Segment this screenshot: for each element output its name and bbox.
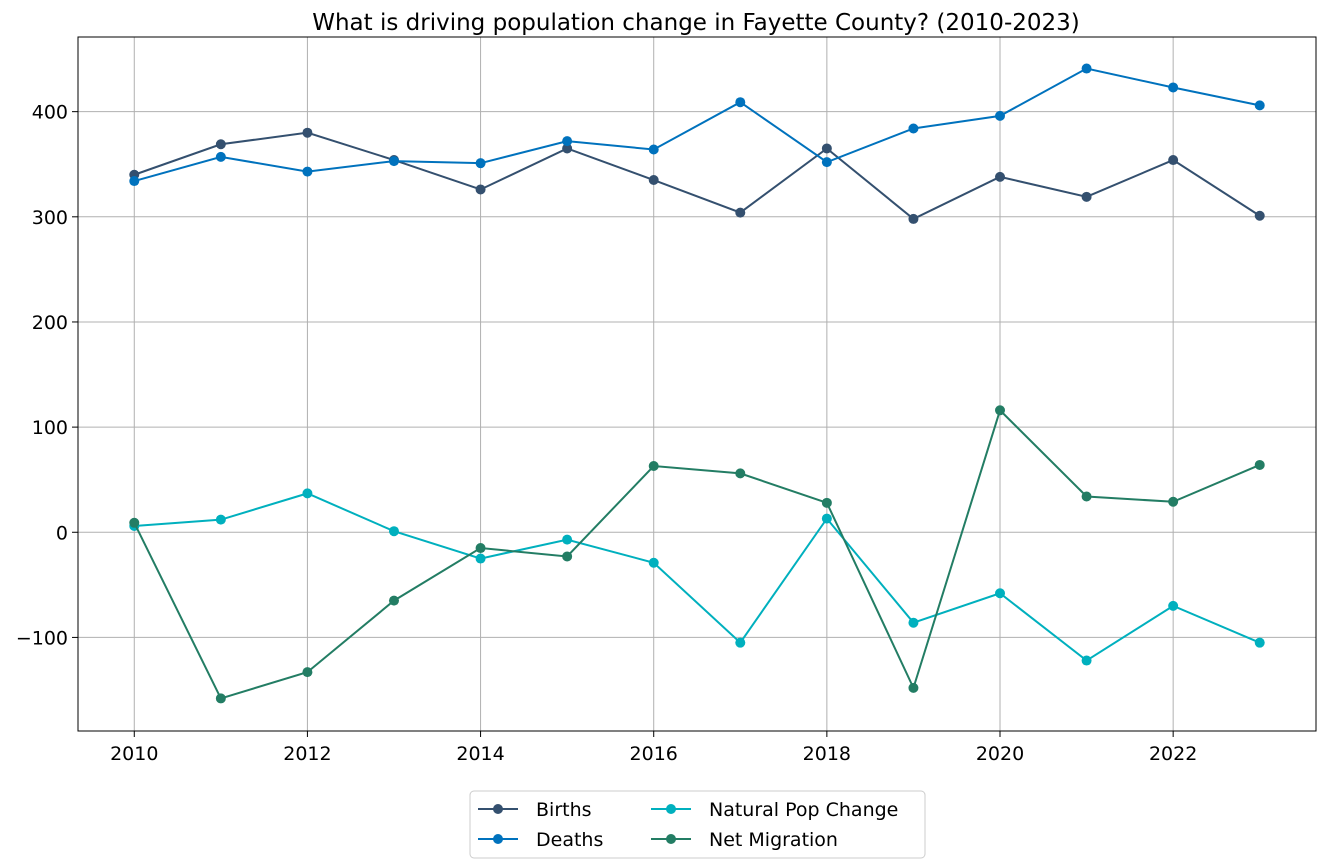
data-point-deaths xyxy=(215,151,226,162)
data-point-natural-pop-change xyxy=(735,637,746,648)
y-tick-label: 200 xyxy=(32,312,68,334)
series-line-births xyxy=(133,131,1261,221)
data-point-deaths xyxy=(475,158,486,169)
legend-box xyxy=(469,790,926,859)
x-tick-label: 2020 xyxy=(976,743,1024,765)
series-line-deaths xyxy=(134,67,1260,183)
data-point-deaths xyxy=(995,110,1006,121)
data-point-net-migration xyxy=(562,551,573,562)
data-point-deaths xyxy=(388,156,399,167)
data-point-deaths xyxy=(129,176,140,187)
legend-marker-deaths xyxy=(493,834,503,844)
data-point-births xyxy=(562,143,573,154)
data-point-net-migration xyxy=(821,497,832,508)
legend-entry-net-migration: Net Migration xyxy=(651,829,838,851)
data-point-natural-pop-change xyxy=(1168,600,1179,611)
data-point-deaths xyxy=(648,144,659,155)
series-natural-pop-change xyxy=(129,488,1265,666)
x-tick-label: 2018 xyxy=(803,743,851,765)
legend: Births Deaths Natural Pop Change Net Migrat… xyxy=(469,790,926,859)
data-point-net-migration xyxy=(1254,459,1265,470)
data-point-births xyxy=(908,213,919,224)
data-point-births xyxy=(648,175,659,186)
x-tick-label: 2014 xyxy=(456,743,504,765)
legend-label-net-migration: Net Migration xyxy=(709,829,838,851)
data-point-deaths xyxy=(1254,100,1265,111)
data-point-net-migration xyxy=(388,595,399,606)
data-point-deaths xyxy=(1081,63,1092,74)
data-point-net-migration xyxy=(475,543,486,554)
data-point-births xyxy=(302,127,313,138)
data-point-natural-pop-change xyxy=(1081,655,1092,666)
data-point-net-migration xyxy=(908,682,919,693)
legend-entry-deaths: Deaths xyxy=(478,829,603,851)
legend-marker-natural-pop-change xyxy=(666,804,676,814)
data-point-deaths xyxy=(821,157,832,168)
data-point-net-migration xyxy=(995,405,1006,416)
data-point-deaths xyxy=(735,97,746,108)
x-tick-label: 2010 xyxy=(110,743,158,765)
data-point-natural-pop-change xyxy=(995,588,1006,599)
data-point-births xyxy=(1081,191,1092,202)
plot-frame xyxy=(77,36,1317,732)
legend-label-deaths: Deaths xyxy=(536,829,603,851)
data-point-births xyxy=(995,171,1006,182)
data-point-net-migration xyxy=(735,468,746,479)
data-point-natural-pop-change xyxy=(562,534,573,545)
data-point-net-migration xyxy=(648,461,659,472)
data-point-natural-pop-change xyxy=(821,513,832,524)
grid-lines xyxy=(78,37,1316,731)
x-tick-label: 2016 xyxy=(630,743,678,765)
data-point-natural-pop-change xyxy=(648,557,659,568)
legend-label-natural-pop-change: Natural Pop Change xyxy=(709,799,898,821)
data-point-net-migration xyxy=(215,693,226,704)
y-tick-label: 400 xyxy=(32,102,68,124)
data-point-deaths xyxy=(1168,82,1179,93)
y-tick-label: 0 xyxy=(56,522,68,544)
series-layer xyxy=(129,63,1265,704)
y-tick-label: 100 xyxy=(32,417,68,439)
series-net-migration xyxy=(129,405,1265,704)
data-point-natural-pop-change xyxy=(302,488,313,499)
legend-marker-net-migration xyxy=(666,834,676,844)
x-tick-label: 2022 xyxy=(1149,743,1197,765)
legend-entry-natural-pop-change: Natural Pop Change xyxy=(651,799,898,821)
data-point-natural-pop-change xyxy=(908,617,919,628)
data-point-net-migration xyxy=(1081,491,1092,502)
x-tick-label: 2012 xyxy=(283,743,331,765)
data-point-deaths xyxy=(562,136,573,147)
data-point-natural-pop-change xyxy=(215,514,226,525)
data-point-births xyxy=(475,184,486,195)
data-point-births xyxy=(1168,155,1179,166)
data-point-births xyxy=(821,143,832,154)
legend-entry-births: Births xyxy=(478,799,592,821)
y-tick-label: 300 xyxy=(32,207,68,229)
data-point-births xyxy=(215,139,226,150)
data-point-births xyxy=(735,207,746,218)
series-births xyxy=(129,127,1265,224)
series-line-natural-pop-change xyxy=(134,492,1261,662)
series-deaths xyxy=(129,63,1265,187)
y-axis-ticks: −100 0 100 200 300 400 xyxy=(16,102,78,649)
data-point-net-migration xyxy=(302,667,313,678)
data-point-deaths xyxy=(302,166,313,177)
chart-title: What is driving population change in Fay… xyxy=(312,10,1080,36)
x-axis-ticks: 2010 2012 2014 2016 2018 2020 2022 xyxy=(110,731,1197,765)
data-point-deaths xyxy=(908,123,919,134)
legend-label-births: Births xyxy=(536,799,592,821)
y-tick-label: −100 xyxy=(16,627,68,649)
data-point-net-migration xyxy=(129,517,140,528)
legend-marker-births xyxy=(493,804,503,814)
data-point-natural-pop-change xyxy=(475,553,486,564)
data-point-natural-pop-change xyxy=(388,526,399,537)
data-point-net-migration xyxy=(1168,496,1179,507)
data-point-natural-pop-change xyxy=(1254,637,1265,648)
data-point-births xyxy=(1254,210,1265,221)
series-line-net-migration xyxy=(133,408,1261,700)
